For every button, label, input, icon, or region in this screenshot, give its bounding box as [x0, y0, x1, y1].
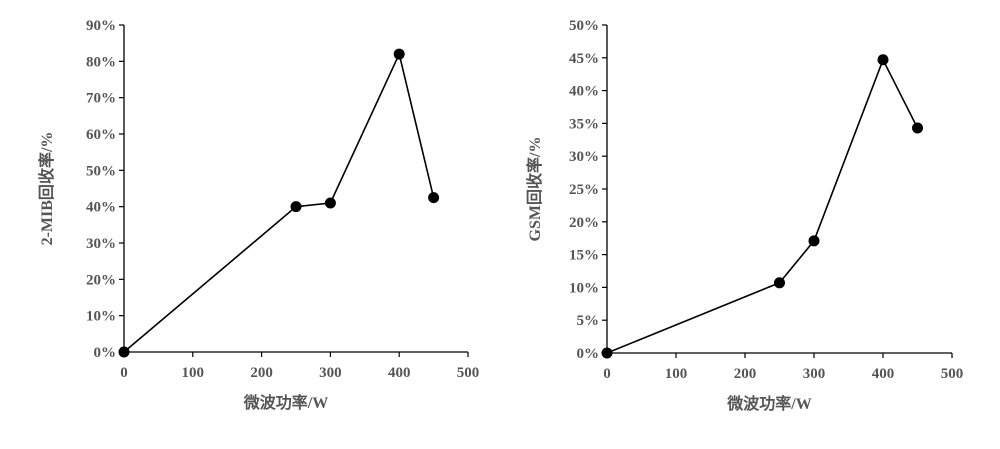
y-tick-label: 80%	[86, 54, 116, 70]
y-tick-label: 70%	[86, 91, 116, 107]
y-tick-label: 40%	[86, 200, 116, 216]
y-tick-label: 5%	[577, 313, 600, 329]
x-tick-label: 200	[250, 365, 273, 381]
y-axis-title: 2-MIB回收率/%	[37, 132, 56, 246]
y-tick-label: 30%	[86, 236, 116, 252]
x-tick-label: 500	[457, 365, 480, 381]
data-point	[877, 54, 889, 66]
data-point	[601, 347, 613, 359]
data-point	[290, 201, 302, 213]
series-line	[606, 57, 919, 354]
x-tick-label: 300	[319, 365, 342, 381]
y-tick-label: 20%	[569, 215, 599, 231]
x-tick-label: 100	[665, 366, 688, 382]
y-tick-label: 45%	[569, 51, 599, 67]
x-tick-label: 0	[120, 365, 128, 381]
data-point	[393, 48, 405, 60]
y-tick-label: 0%	[94, 345, 117, 361]
y-tick-label: 50%	[86, 163, 116, 179]
y-tick-label: 25%	[569, 182, 599, 198]
y-tick-label: 10%	[569, 280, 599, 296]
data-point	[808, 235, 820, 247]
x-axis-title: 微波功率/W	[726, 394, 811, 413]
series-line	[123, 51, 435, 353]
data-point	[774, 277, 785, 289]
y-tick-label: 35%	[569, 116, 599, 132]
y-tick-label: 20%	[86, 272, 116, 288]
x-tick-label: 200	[734, 366, 757, 382]
data-point	[428, 192, 440, 204]
y-tick-label: 50%	[569, 18, 599, 34]
x-axis-title: 微波功率/W	[243, 393, 328, 412]
y-tick-label: 15%	[569, 248, 599, 264]
data-point	[324, 197, 336, 209]
y-tick-label: 10%	[86, 309, 116, 325]
y-axis-title: GSM回收率/%	[525, 137, 544, 242]
y-tick-label: 0%	[577, 346, 600, 362]
x-tick-label: 300	[803, 366, 826, 382]
y-tick-label: 30%	[569, 149, 599, 165]
data-point	[118, 346, 130, 358]
data-point	[912, 122, 923, 134]
x-tick-label: 400	[872, 366, 895, 382]
x-tick-label: 0	[603, 366, 611, 382]
y-tick-label: 60%	[86, 127, 116, 143]
x-tick-label: 100	[182, 365, 205, 381]
x-tick-label: 400	[388, 365, 411, 381]
chart-2mib-recovery: 0% 10% 20% 30% 40% 50% 60% 70% 80% 90% 0 100 200 300 4…	[37, 18, 479, 412]
y-tick-label: 40%	[569, 84, 599, 100]
y-tick-label: 90%	[86, 18, 116, 34]
x-tick-label: 500	[941, 366, 964, 382]
chart-gsm-recovery: 0% 5% 10% 15% 20% 25% 30% 35% 40% 45% 50% 0 100 200 30…	[525, 18, 963, 413]
